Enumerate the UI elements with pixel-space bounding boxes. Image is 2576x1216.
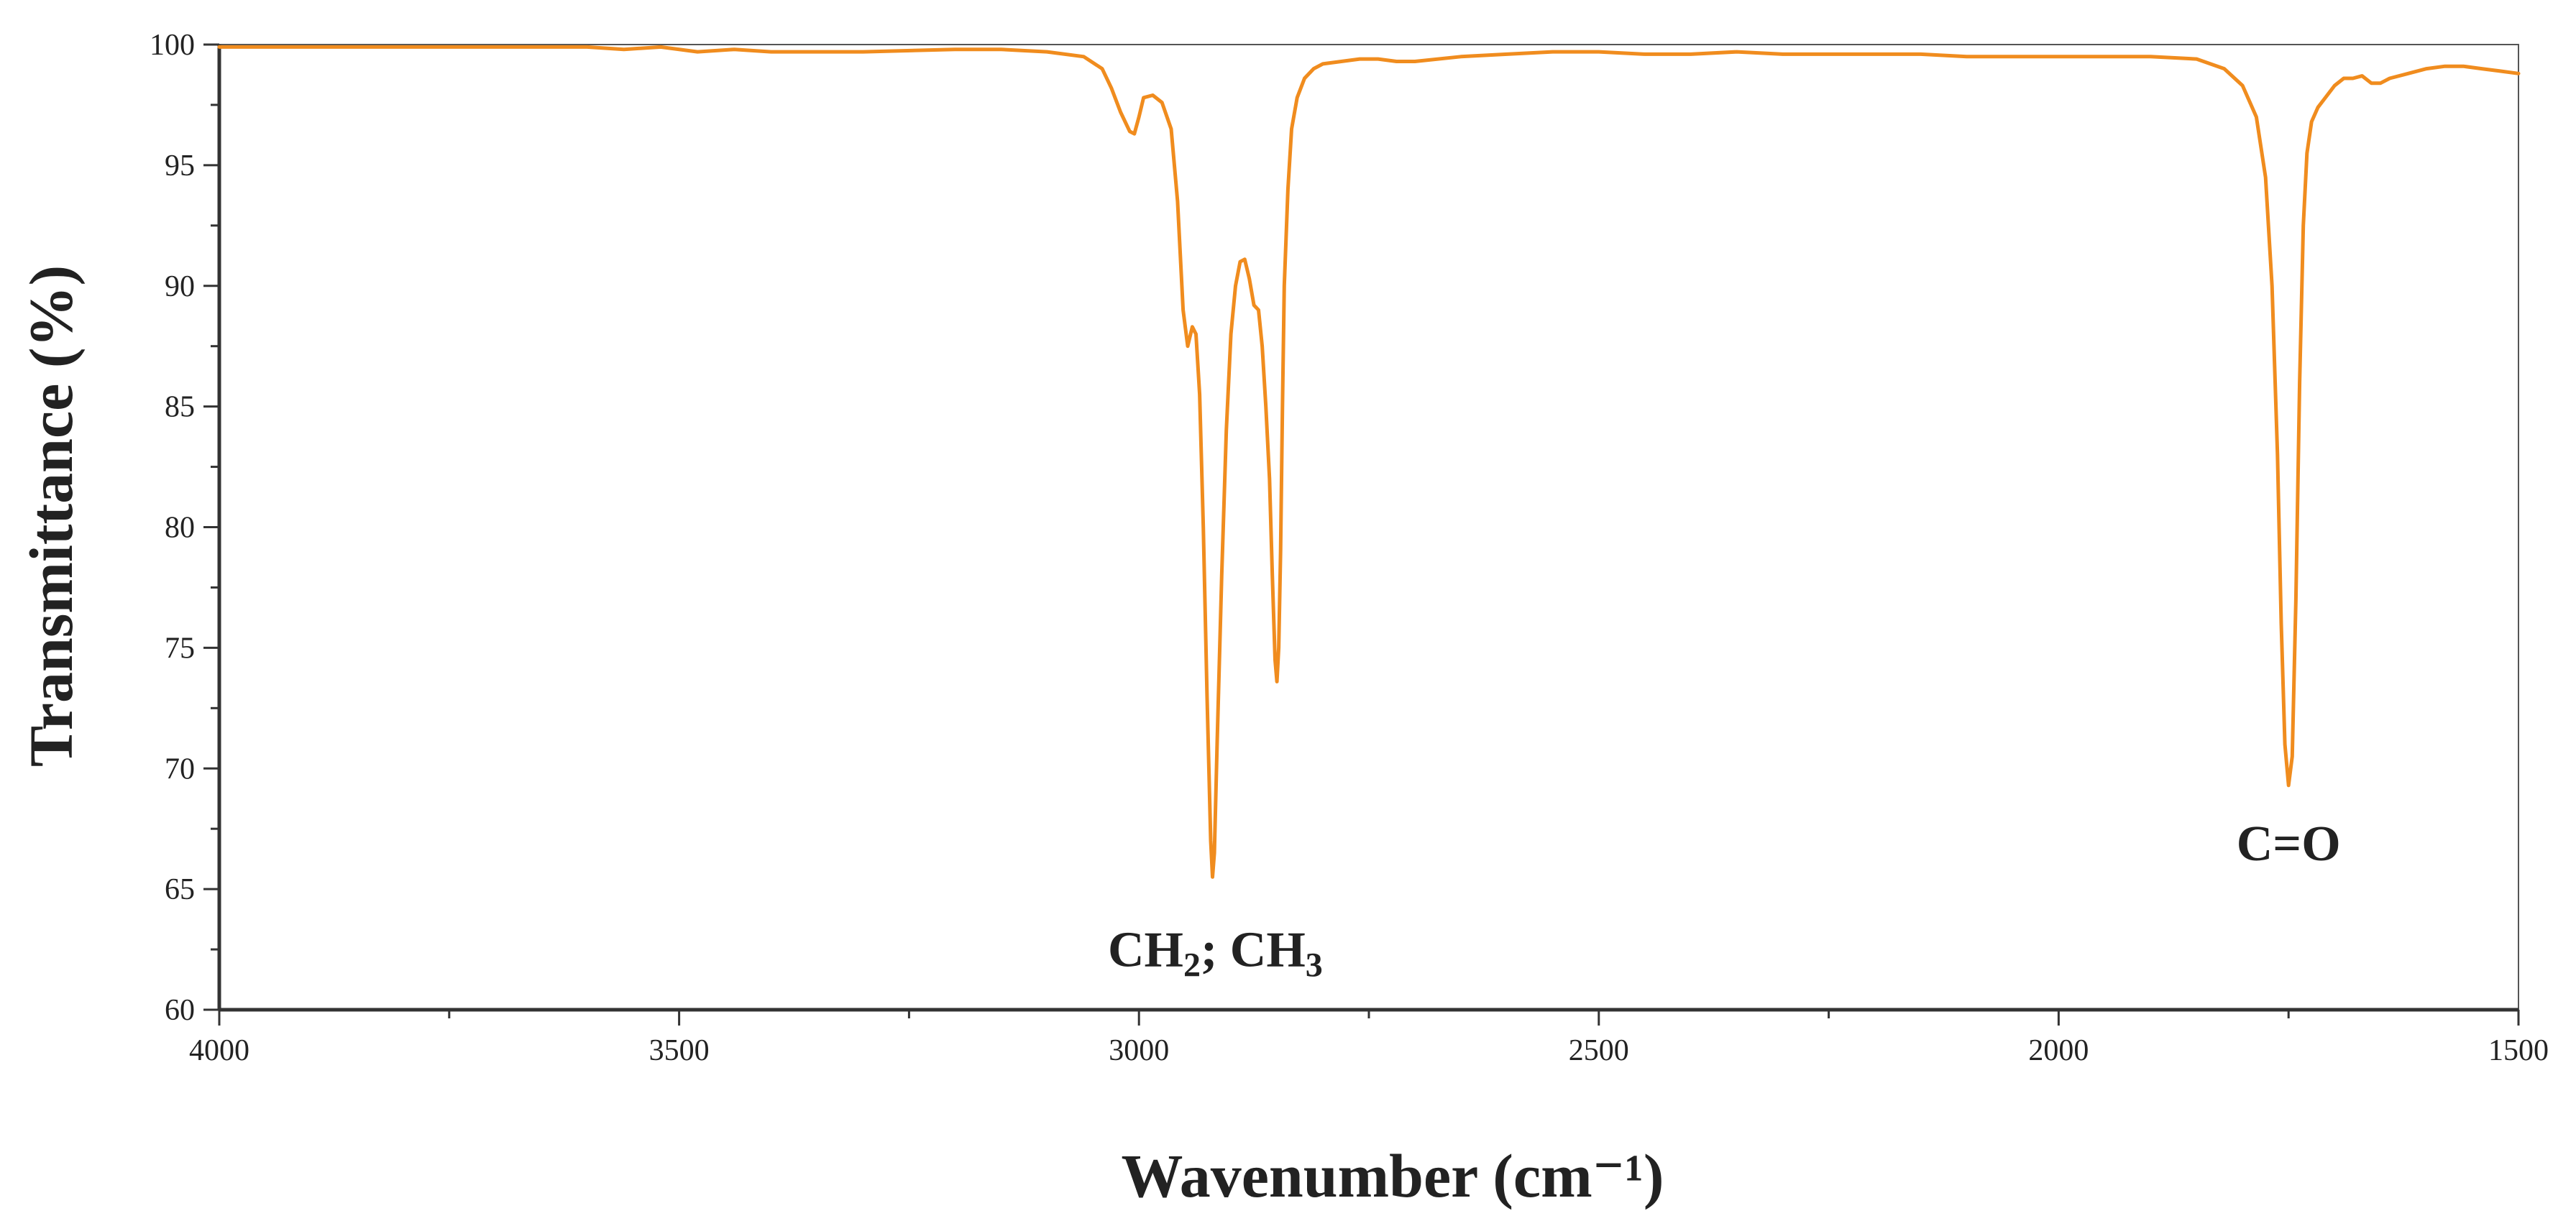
plot-frame <box>219 44 2519 1010</box>
y-tick-label: 70 <box>165 752 195 786</box>
x-tick-label: 4000 <box>189 1034 249 1067</box>
peak-annotation: C=O <box>2237 816 2341 872</box>
x-tick-label: 3500 <box>649 1034 710 1067</box>
y-tick-label: 75 <box>165 632 195 665</box>
y-tick-label: 95 <box>165 149 195 183</box>
y-tick-label: 60 <box>165 994 195 1027</box>
x-tick-label: 3000 <box>1109 1034 1169 1067</box>
y-tick-label: 85 <box>165 391 195 424</box>
y-tick-label: 65 <box>165 873 195 906</box>
y-tick-label: 90 <box>165 270 195 303</box>
y-axis-title: Transmittance (%) <box>17 265 86 767</box>
x-tick-label: 2500 <box>1569 1034 1629 1067</box>
y-tick-label: 80 <box>165 512 195 545</box>
peak-annotation: CH2; CH3 <box>1108 923 1323 985</box>
x-tick-label: 2000 <box>2028 1034 2089 1067</box>
x-tick-label: 1500 <box>2488 1034 2549 1067</box>
transmittance-series-line <box>217 45 2521 879</box>
y-tick-label: 100 <box>150 29 195 62</box>
x-axis-title: Wavenumber (cm⁻¹) <box>1121 1141 1664 1210</box>
